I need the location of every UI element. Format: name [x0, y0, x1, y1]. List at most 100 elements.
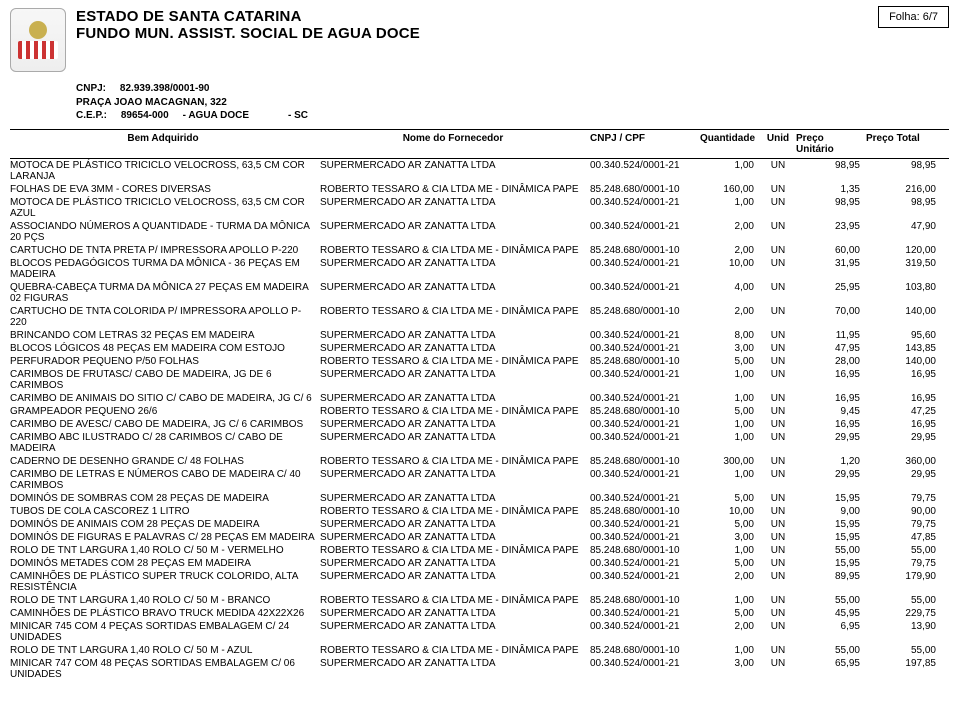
cell-cnpj: 00.340.524/0001-21: [590, 258, 700, 269]
cell-un: UN: [760, 506, 796, 517]
cell-qt: 1,00: [700, 469, 760, 480]
cell-pu: 28,00: [796, 356, 866, 367]
cell-cnpj: 00.340.524/0001-21: [590, 160, 700, 171]
org-titles: ESTADO DE SANTA CATARINA FUNDO MUN. ASSI…: [76, 8, 420, 72]
cell-pt: 55,00: [866, 595, 936, 606]
cell-qt: 1,00: [700, 160, 760, 171]
cell-pt: 29,95: [866, 432, 936, 443]
cell-un: UN: [760, 330, 796, 341]
cell-pt: 98,95: [866, 160, 936, 171]
cell-un: UN: [760, 608, 796, 619]
cell-desc: ROLO DE TNT LARGURA 1,40 ROLO C/ 50 M - …: [10, 545, 320, 556]
cep-label: C.E.P.:: [76, 110, 107, 121]
cell-cnpj: 00.340.524/0001-21: [590, 558, 700, 569]
col-cnpj: CNPJ / CPF: [590, 133, 700, 155]
cell-pt: 55,00: [866, 545, 936, 556]
cell-cnpj: 00.340.524/0001-21: [590, 658, 700, 669]
cell-cnpj: 00.340.524/0001-21: [590, 197, 700, 208]
cell-pt: 120,00: [866, 245, 936, 256]
cell-pu: 29,95: [796, 432, 866, 443]
table-row: DOMINÓS DE FIGURAS E PALAVRAS C/ 28 PEÇA…: [10, 531, 949, 544]
cnpj-value: 82.939.398/0001-90: [120, 83, 210, 94]
col-pt: Preço Total: [866, 133, 936, 155]
cell-desc: DOMINÓS METADES COM 28 PEÇAS EM MADEIRA: [10, 558, 320, 569]
table-row: CARIMBO DE ANIMAIS DO SITIO C/ CABO DE M…: [10, 392, 949, 405]
cell-un: UN: [760, 545, 796, 556]
cell-desc: CARIMBO DE LETRAS E NÚMEROS CABO DE MADE…: [10, 469, 320, 491]
cell-desc: CADERNO DE DESENHO GRANDE C/ 48 FOLHAS: [10, 456, 320, 467]
col-pu: Preço Unitário: [796, 133, 866, 155]
cell-desc: CARTUCHO DE TNTA PRETA P/ IMPRESSORA APO…: [10, 245, 320, 256]
table-row: CARIMBOS DE FRUTASC/ CABO DE MADEIRA, JG…: [10, 368, 949, 392]
cell-cnpj: 85.248.680/0001-10: [590, 406, 700, 417]
table-row: MOTOCA DE PLÁSTICO TRICICLO VELOCROSS, 6…: [10, 196, 949, 220]
cell-qt: 1,00: [700, 595, 760, 606]
cell-cnpj: 00.340.524/0001-21: [590, 419, 700, 430]
cell-pu: 15,95: [796, 532, 866, 543]
col-forn: Nome do Fornecedor: [320, 133, 590, 155]
cell-cnpj: 00.340.524/0001-21: [590, 221, 700, 232]
cell-forn: SUPERMERCADO AR ZANATTA LTDA: [320, 493, 590, 504]
cell-forn: SUPERMERCADO AR ZANATTA LTDA: [320, 658, 590, 669]
table-row: DOMINÓS DE ANIMAIS COM 28 PEÇAS DE MADEI…: [10, 518, 949, 531]
cell-cnpj: 85.248.680/0001-10: [590, 545, 700, 556]
cell-pu: 29,95: [796, 469, 866, 480]
cell-qt: 2,00: [700, 306, 760, 317]
cell-qt: 4,00: [700, 282, 760, 293]
cell-pt: 79,75: [866, 519, 936, 530]
cell-forn: SUPERMERCADO AR ZANATTA LTDA: [320, 160, 590, 171]
cell-pu: 1,20: [796, 456, 866, 467]
cell-desc: MINICAR 745 COM 4 PEÇAS SORTIDAS EMBALAG…: [10, 621, 320, 643]
cell-pu: 55,00: [796, 595, 866, 606]
cell-un: UN: [760, 356, 796, 367]
cell-desc: MINICAR 747 COM 48 PEÇAS SORTIDAS EMBALA…: [10, 658, 320, 680]
cell-pu: 1,35: [796, 184, 866, 195]
cell-pt: 29,95: [866, 469, 936, 480]
cell-forn: ROBERTO TESSARO & CIA LTDA ME - DINÂMICA…: [320, 306, 590, 317]
cell-qt: 10,00: [700, 506, 760, 517]
cell-un: UN: [760, 469, 796, 480]
cell-cnpj: 00.340.524/0001-21: [590, 571, 700, 582]
cell-cnpj: 00.340.524/0001-21: [590, 282, 700, 293]
table-row: CARTUCHO DE TNTA PRETA P/ IMPRESSORA APO…: [10, 244, 949, 257]
cell-pt: 95,60: [866, 330, 936, 341]
cell-un: UN: [760, 419, 796, 430]
table-row: CAMINHÕES DE PLÁSTICO SUPER TRUCK COLORI…: [10, 570, 949, 594]
table-row: ROLO DE TNT LARGURA 1,40 ROLO C/ 50 M - …: [10, 544, 949, 557]
cell-qt: 8,00: [700, 330, 760, 341]
table-row: CADERNO DE DESENHO GRANDE C/ 48 FOLHASRO…: [10, 455, 949, 468]
cell-qt: 1,00: [700, 419, 760, 430]
cell-qt: 5,00: [700, 356, 760, 367]
cell-desc: MOTOCA DE PLÁSTICO TRICICLO VELOCROSS, 6…: [10, 197, 320, 219]
cell-qt: 5,00: [700, 608, 760, 619]
cell-un: UN: [760, 645, 796, 656]
cell-qt: 1,00: [700, 545, 760, 556]
cell-qt: 2,00: [700, 221, 760, 232]
org-meta: CNPJ: 82.939.398/0001-90 PRAÇA JOAO MACA…: [76, 82, 949, 123]
cell-un: UN: [760, 519, 796, 530]
cell-cnpj: 85.248.680/0001-10: [590, 245, 700, 256]
cell-pt: 16,95: [866, 393, 936, 404]
table-row: MOTOCA DE PLÁSTICO TRICICLO VELOCROSS, 6…: [10, 159, 949, 183]
cell-forn: ROBERTO TESSARO & CIA LTDA ME - DINÂMICA…: [320, 406, 590, 417]
table-row: MINICAR 745 COM 4 PEÇAS SORTIDAS EMBALAG…: [10, 620, 949, 644]
cell-un: UN: [760, 160, 796, 171]
cell-pt: 13,90: [866, 621, 936, 632]
table-row: DOMINÓS DE SOMBRAS COM 28 PEÇAS DE MADEI…: [10, 492, 949, 505]
cell-qt: 1,00: [700, 432, 760, 443]
cell-desc: CARIMBO DE ANIMAIS DO SITIO C/ CABO DE M…: [10, 393, 320, 404]
cell-pt: 143,85: [866, 343, 936, 354]
cell-un: UN: [760, 306, 796, 317]
cell-forn: ROBERTO TESSARO & CIA LTDA ME - DINÂMICA…: [320, 245, 590, 256]
cell-forn: ROBERTO TESSARO & CIA LTDA ME - DINÂMICA…: [320, 356, 590, 367]
cell-forn: ROBERTO TESSARO & CIA LTDA ME - DINÂMICA…: [320, 456, 590, 467]
cell-pu: 15,95: [796, 493, 866, 504]
cell-pt: 79,75: [866, 493, 936, 504]
cell-cnpj: 00.340.524/0001-21: [590, 469, 700, 480]
cell-desc: ASSOCIANDO NÚMEROS A QUANTIDADE - TURMA …: [10, 221, 320, 243]
table-row: BLOCOS PEDAGÓGICOS TURMA DA MÔNICA - 36 …: [10, 257, 949, 281]
cell-forn: ROBERTO TESSARO & CIA LTDA ME - DINÂMICA…: [320, 184, 590, 195]
cell-qt: 1,00: [700, 645, 760, 656]
cell-desc: CARIMBO DE AVESC/ CABO DE MADEIRA, JG C/…: [10, 419, 320, 430]
cell-un: UN: [760, 393, 796, 404]
